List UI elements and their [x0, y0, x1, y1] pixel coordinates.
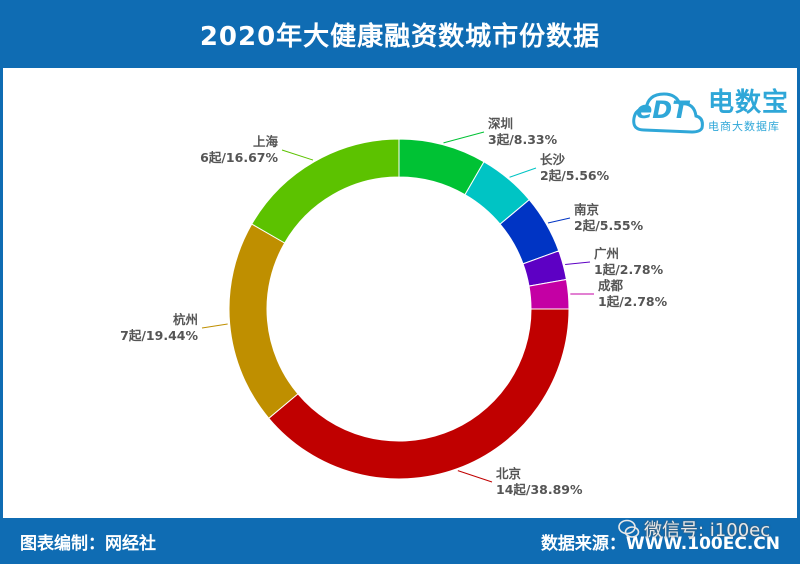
- leader-line-南京: [547, 217, 571, 224]
- slice-label-value: 7起/19.44%: [120, 328, 198, 343]
- slice-label-name: 南京: [574, 202, 600, 217]
- slice-label-name: 长沙: [540, 152, 566, 167]
- slice-label-value: 3起/8.33%: [488, 132, 558, 147]
- slice-label-name: 深圳: [488, 116, 513, 131]
- slice-label-name: 上海: [253, 134, 279, 149]
- page-title: 2020年大健康融资数城市份数据: [199, 21, 601, 52]
- slice-杭州: [228, 223, 299, 419]
- slice-label-name: 杭州: [173, 312, 198, 327]
- slice-label-value: 2起/5.55%: [574, 218, 644, 233]
- cloud-icon: [632, 92, 704, 134]
- slice-label-value: 14起/38.89%: [496, 482, 583, 497]
- logo-name: 电数宝: [708, 88, 790, 118]
- logo-mark: eDT: [636, 96, 689, 124]
- brand-logo: eDT 电数宝 电商大数据库: [630, 78, 790, 142]
- slice-上海: [251, 138, 400, 244]
- chart-header: 2020年大健康融资数城市份数据: [0, 0, 800, 68]
- leader-line-广州: [565, 261, 591, 265]
- donut-chart: 深圳3起/8.33%长沙2起/5.56%南京2起/5.55%广州1起/2.78%…: [120, 116, 668, 497]
- slice-label-value: 1起/2.78%: [594, 262, 664, 277]
- leader-line-长沙: [509, 167, 537, 178]
- wechat-icon: [618, 519, 640, 538]
- wechat-watermark: 微信号: i100ec: [618, 516, 770, 542]
- leader-line-北京: [457, 470, 493, 483]
- footer-source: 数据来源：WWW.100EC.CN: [540, 534, 780, 554]
- leader-line-杭州: [201, 323, 228, 329]
- slice-label-value: 1起/2.78%: [598, 294, 668, 309]
- slice-label-name: 成都: [598, 278, 624, 293]
- leader-line-深圳: [443, 131, 485, 144]
- slice-label-name: 北京: [496, 466, 522, 481]
- chart-footer: 图表编制：网经社 数据来源：WWW.100EC.CN: [0, 518, 800, 564]
- footer-credit: 图表编制：网经社: [20, 534, 156, 554]
- logo-subtitle: 电商大数据库: [708, 120, 780, 133]
- slice-label-name: 广州: [594, 246, 619, 261]
- wechat-id: 微信号: i100ec: [644, 520, 771, 541]
- slice-label-value: 6起/16.67%: [200, 150, 278, 165]
- leader-line-上海: [281, 149, 314, 161]
- slice-北京: [268, 308, 570, 480]
- slice-label-value: 2起/5.56%: [540, 168, 610, 183]
